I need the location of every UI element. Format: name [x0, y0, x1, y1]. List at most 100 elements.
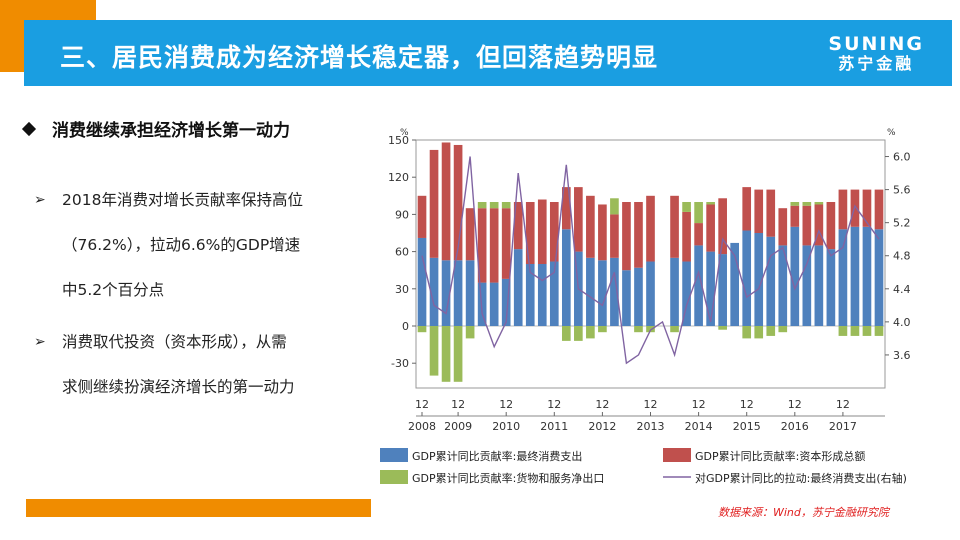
bar-consumption [634, 267, 643, 326]
bar-capital-formation [694, 223, 703, 246]
bar-consumption [610, 257, 619, 326]
bar-capital-formation [862, 189, 872, 227]
bar-capital-formation [826, 202, 836, 250]
bar-consumption [766, 236, 776, 326]
x-month-label: 12 [644, 398, 658, 411]
bar-consumption [441, 260, 451, 326]
bar-net-exports [441, 326, 451, 382]
x-year-label: 2017 [829, 420, 857, 433]
bar-capital-formation [501, 208, 511, 279]
bar-capital-formation [706, 204, 715, 252]
bar-consumption [862, 226, 872, 326]
bar-net-exports [465, 326, 475, 339]
right-tick-label: 4.8 [893, 250, 911, 263]
left-tick-label: 0 [402, 320, 409, 333]
bar-capital-formation [549, 202, 559, 262]
arrow-bullet-icon: ➢ [34, 192, 46, 208]
bar-capital-formation [441, 142, 451, 261]
x-month-label: 12 [415, 398, 429, 411]
bar-consumption [754, 233, 764, 326]
bar-consumption [850, 226, 860, 326]
bar-net-exports [574, 326, 583, 341]
bar-consumption [561, 229, 571, 326]
left-tick-label: 30 [395, 283, 409, 296]
bar-net-exports [561, 326, 571, 341]
x-year-label: 2011 [540, 420, 568, 433]
source-note: 数据来源：Wind，苏宁金融研究院 [718, 506, 889, 519]
left-tick-label: -30 [391, 357, 409, 370]
title-bar: 三、居民消费成为经济增长稳定器，但回落趋势明显 SUNING 苏宁金融 [24, 20, 952, 86]
legend-net-exports-swatch [380, 470, 408, 484]
bar-capital-formation [634, 202, 643, 268]
legend-consumption-pull-label: 对GDP累计同比的拉动:最终消费支出(右轴) [695, 471, 907, 485]
bar-capital-formation [670, 195, 679, 258]
bar-consumption [586, 257, 595, 326]
bar-net-exports [766, 326, 776, 336]
bar-capital-formation [429, 149, 439, 258]
bar-capital-formation [646, 195, 655, 262]
right-tick-label: 4.0 [893, 316, 911, 329]
bar-capital-formation [513, 202, 523, 250]
bar-net-exports [778, 326, 788, 333]
bar-net-exports [850, 326, 860, 336]
bar-consumption [489, 282, 499, 326]
bar-capital-formation [778, 208, 788, 246]
x-year-label: 2010 [492, 420, 520, 433]
bullet-item-2: ➢ 消费取代投资（资本形成），从需 求侧继续扮演经济增长的第一动力 [34, 320, 364, 410]
bar-consumption [874, 229, 884, 326]
bar-consumption [465, 260, 475, 326]
bar-net-exports [838, 326, 848, 336]
bar-net-exports [862, 326, 872, 336]
legend-capital-formation-swatch [663, 448, 691, 462]
bar-capital-formation [537, 199, 547, 264]
bar-consumption [525, 264, 535, 326]
right-tick-label: 5.2 [893, 217, 911, 230]
bar-consumption [742, 230, 752, 326]
bar-consumption [730, 242, 740, 326]
bar-capital-formation [598, 204, 607, 261]
bar-consumption [622, 270, 631, 326]
x-month-label: 12 [692, 398, 706, 411]
left-tick-label: 60 [395, 246, 409, 259]
bar-capital-formation [790, 205, 800, 227]
bar-consumption [826, 249, 836, 326]
x-year-label: 2015 [733, 420, 761, 433]
x-month-label: 12 [836, 398, 850, 411]
bullet-2-line-2: 求侧继续扮演经济增长的第一动力 [62, 378, 295, 396]
bar-consumption [646, 261, 655, 326]
bar-consumption [598, 260, 607, 326]
x-month-label: 12 [499, 398, 513, 411]
x-year-label: 2014 [685, 420, 713, 433]
bar-net-exports [477, 202, 487, 209]
bar-consumption [670, 257, 679, 326]
diamond-bullet-icon [21, 121, 37, 137]
bar-consumption [429, 257, 439, 326]
x-month-label: 12 [547, 398, 561, 411]
bar-net-exports [742, 326, 752, 339]
legend-net-exports-label: GDP累计同比贡献率:货物和服务净出口 [412, 471, 604, 485]
bar-net-exports [453, 326, 463, 382]
bar-net-exports [634, 326, 643, 333]
logo-text-cn: 苏宁金融 [838, 54, 915, 73]
x-year-label: 2008 [408, 420, 436, 433]
bar-net-exports [802, 202, 812, 206]
plot-frame [415, 139, 886, 389]
bullet-2-line-1: 消费取代投资（资本形成），从需 [62, 333, 287, 351]
bar-net-exports [718, 326, 727, 330]
bar-consumption [453, 260, 463, 326]
bar-capital-formation [682, 211, 691, 262]
bar-net-exports [790, 202, 800, 206]
bar-consumption [706, 251, 715, 326]
x-month-label: 12 [451, 398, 465, 411]
legend-capital-formation-label: GDP累计同比贡献率:资本形成总额 [695, 449, 865, 463]
legend-consumption-label: GDP累计同比贡献率:最终消费支出 [412, 449, 582, 463]
bar-consumption [814, 245, 824, 326]
left-tick-label: 90 [395, 208, 409, 221]
bar-capital-formation [489, 208, 499, 283]
bar-capital-formation [453, 144, 463, 261]
x-year-label: 2009 [444, 420, 472, 433]
bar-consumption [718, 254, 727, 326]
right-tick-label: 3.6 [893, 349, 911, 362]
arrow-bullet-icon: ➢ [34, 334, 46, 350]
bar-net-exports [706, 202, 715, 205]
